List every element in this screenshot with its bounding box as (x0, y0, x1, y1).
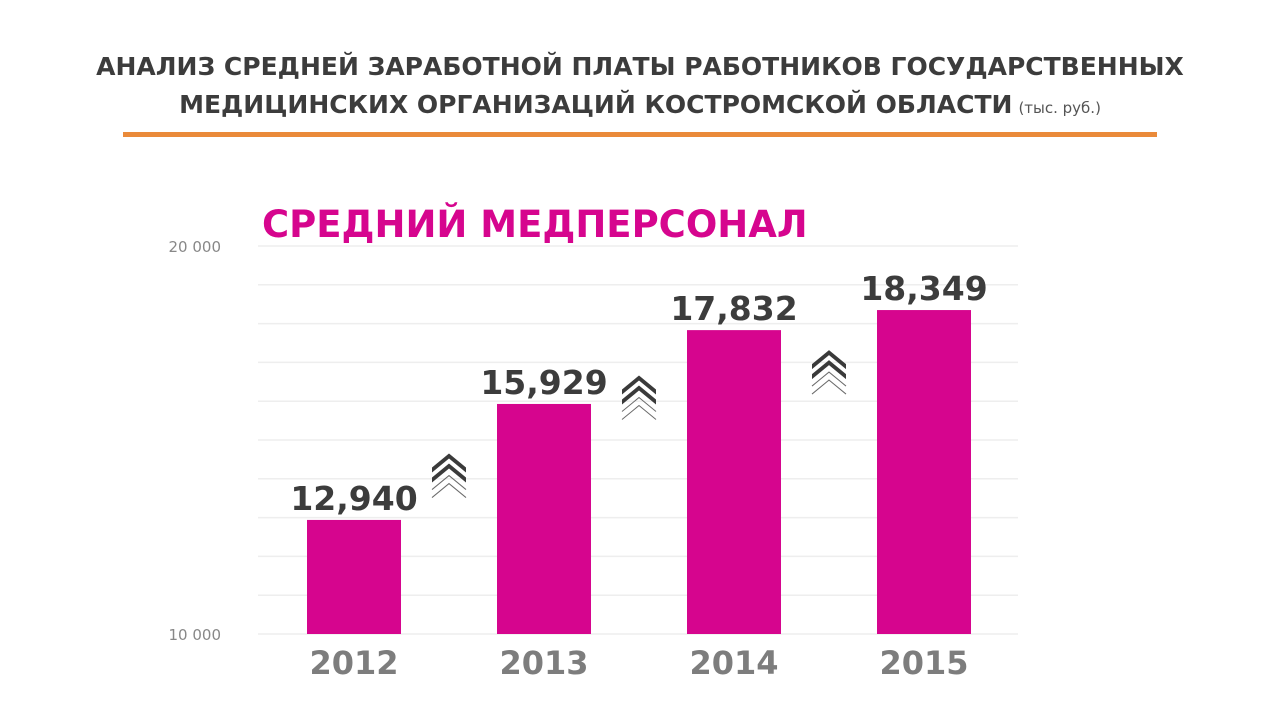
chevron-outline (621, 396, 657, 420)
title-line-2: МЕДИЦИНСКИХ ОРГАНИЗАЦИЙ КОСТРОМСКОЙ ОБЛА… (0, 86, 1280, 127)
chevron-outline (811, 371, 847, 395)
value-label-2013: 15,929 (480, 363, 607, 402)
y-tick-label: 10 000 (169, 626, 222, 644)
chart-title: СРЕДНИЙ МЕДПЕРСОНАЛ (262, 203, 808, 246)
chevron-outline (431, 474, 467, 498)
double-chevron-up-icon (811, 350, 847, 395)
chart-bars (307, 310, 971, 634)
double-chevron-up-icon (621, 375, 657, 420)
bar-2014 (687, 330, 781, 634)
value-label-2014: 17,832 (670, 289, 797, 328)
x-axis-ticks: 2012 2013 2014 2015 (309, 644, 968, 682)
x-tick-label-2013: 2013 (499, 644, 588, 682)
bar-2013 (497, 403, 591, 634)
bar-2012 (307, 519, 401, 634)
chevron-solid (432, 453, 466, 473)
chart-value-labels: 12,940 15,929 17,832 18,349 (290, 269, 987, 518)
chart-increase-arrows (431, 350, 847, 498)
chevron-solid (622, 375, 656, 395)
title-line-2-text: МЕДИЦИНСКИХ ОРГАНИЗАЦИЙ КОСТРОМСКОЙ ОБЛА… (179, 90, 1013, 119)
bar-2015 (877, 310, 971, 634)
chevron-solid (622, 385, 656, 405)
title-line-1: АНАЛИЗ СРЕДНЕЙ ЗАРАБОТНОЙ ПЛАТЫ РАБОТНИК… (96, 52, 1184, 81)
chevron-solid (432, 463, 466, 483)
title-unit: (тыс. руб.) (1018, 99, 1101, 117)
value-label-2012: 12,940 (290, 479, 417, 518)
title-divider (123, 132, 1157, 137)
x-tick-label-2015: 2015 (879, 644, 968, 682)
chevron-solid (812, 350, 846, 370)
x-tick-label-2012: 2012 (309, 644, 398, 682)
x-tick-label-2014: 2014 (689, 644, 778, 682)
value-label-2015: 18,349 (860, 269, 987, 308)
y-axis-ticks: 20 000 10 000 (169, 238, 222, 644)
double-chevron-up-icon (431, 453, 467, 498)
page-title: АНАЛИЗ СРЕДНЕЙ ЗАРАБОТНОЙ ПЛАТЫ РАБОТНИК… (0, 48, 1280, 127)
y-tick-label: 20 000 (169, 238, 222, 256)
chevron-solid (812, 360, 846, 380)
